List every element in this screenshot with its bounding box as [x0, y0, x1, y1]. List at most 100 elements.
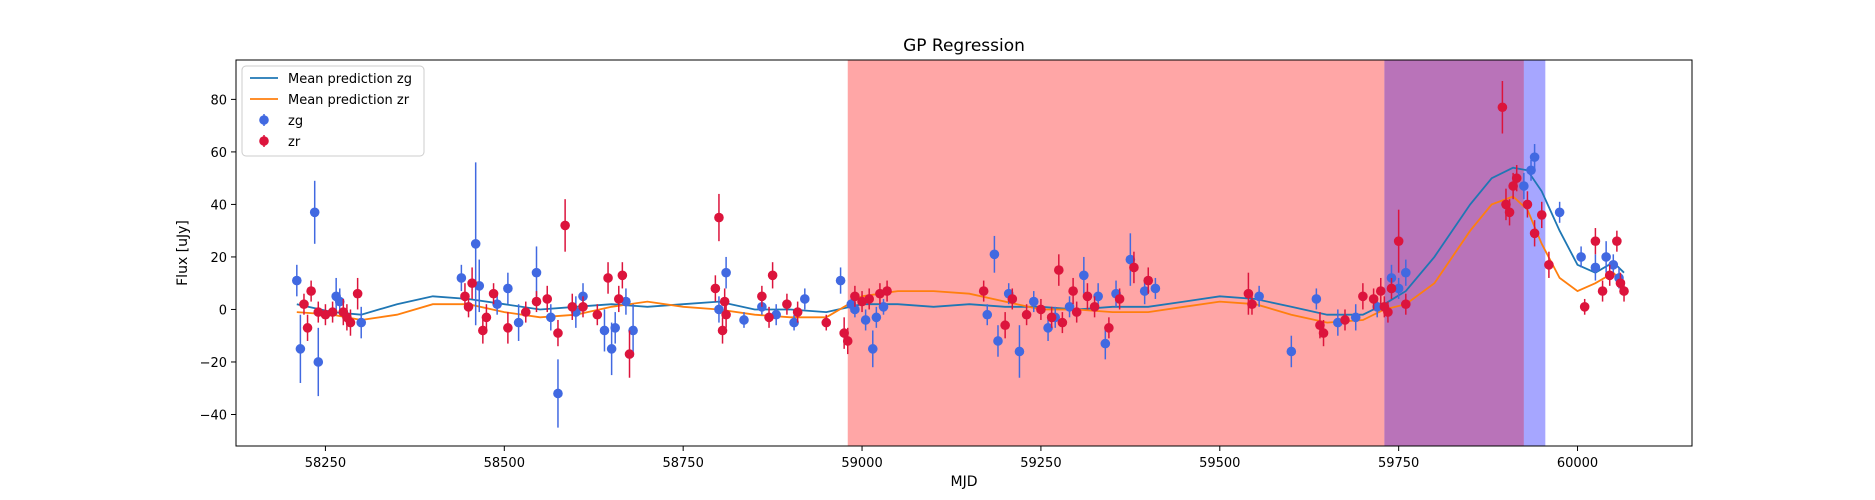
zr-data-point	[520, 307, 531, 317]
zr-data-point	[553, 328, 563, 338]
zg-data-point	[1311, 294, 1322, 304]
zg-data-point	[982, 309, 993, 320]
zr-data-point	[617, 270, 628, 281]
zr-data-point	[592, 309, 603, 320]
zg-data-point	[800, 294, 810, 304]
zr-data-point	[1536, 210, 1547, 220]
zg-data-point	[1043, 323, 1053, 333]
zr-data-point	[821, 317, 832, 328]
zr-data-point	[1529, 228, 1540, 239]
zg-data-point	[553, 388, 563, 399]
zr-data-point	[1522, 199, 1533, 210]
zg-data-point	[1064, 302, 1075, 312]
zg-data-point	[334, 296, 345, 307]
zr-data-point	[1318, 328, 1329, 338]
zg-data-point	[1601, 252, 1611, 262]
zg-data-point	[1254, 291, 1264, 302]
data-points	[292, 81, 1629, 428]
zr-data-point	[978, 286, 989, 296]
zg-data-point	[871, 312, 882, 323]
zg-data-point	[739, 315, 749, 325]
zr-data-point	[1046, 312, 1057, 323]
zr-data-point	[1104, 323, 1114, 333]
zg-data-point	[1590, 262, 1601, 273]
zr-data-point	[1497, 102, 1508, 113]
legend: Mean prediction zg Mean prediction zr zg zr	[241, 65, 425, 157]
x-axis-label: MJD	[951, 474, 978, 490]
shaded-region-3	[1523, 60, 1546, 446]
zr-data-point	[299, 299, 309, 310]
zg-data-point	[531, 267, 542, 278]
zg-data-point	[492, 299, 502, 310]
zr-data-point	[1358, 291, 1368, 302]
zr-data-point	[306, 286, 316, 296]
zr-data-point	[721, 309, 731, 320]
y-tick-label: 60	[210, 146, 227, 161]
zg-data-point	[993, 336, 1003, 346]
zr-data-point	[1000, 320, 1010, 331]
zr-data-point	[542, 294, 553, 304]
zr-data-point	[1383, 307, 1393, 317]
zg-data-point	[989, 249, 1000, 260]
zg-data-point	[714, 304, 724, 315]
zr-data-point	[1036, 304, 1046, 315]
zr-data-point	[764, 312, 774, 323]
zr-data-point	[567, 302, 578, 312]
zr-data-point	[1615, 278, 1626, 288]
zg-data-point	[867, 344, 878, 354]
zr-data-point	[1129, 262, 1139, 273]
zg-data-point	[513, 317, 524, 328]
zg-data-point	[606, 344, 617, 354]
zr-data-point	[1386, 283, 1397, 294]
zg-data-point	[850, 304, 860, 315]
x-tick-label: 59750	[1378, 456, 1419, 471]
x-tick-label: 58750	[662, 456, 703, 471]
zg-data-point	[356, 317, 367, 328]
zg-data-point	[546, 312, 556, 323]
zr-data-point	[710, 283, 721, 294]
zr-data-point	[1143, 275, 1154, 286]
zr-data-point	[719, 296, 730, 307]
zr-data-point	[1054, 265, 1064, 275]
zr-data-point	[1243, 288, 1254, 299]
zr-data-point	[352, 288, 363, 299]
zg-data-point	[628, 325, 638, 336]
zr-data-point	[1368, 294, 1379, 304]
zg-data-point	[1393, 283, 1404, 294]
shaded-regions	[847, 60, 1546, 446]
zr-data-point	[467, 278, 477, 288]
zr-data-point	[603, 273, 613, 283]
zg-data-point	[1079, 270, 1089, 281]
zr-data-point	[1511, 173, 1522, 183]
legend-marker-swatch	[259, 136, 269, 146]
zg-data-point	[835, 275, 846, 286]
x-tick-label: 58250	[305, 456, 346, 471]
zr-data-point	[1604, 270, 1615, 281]
zg-data-point	[721, 267, 731, 278]
legend-label: Mean prediction zr	[288, 93, 410, 108]
zr-data-point	[1597, 286, 1608, 296]
zr-data-point	[1619, 286, 1629, 296]
zr-data-point	[578, 302, 588, 312]
zg-data-point	[456, 273, 467, 283]
zr-data-point	[1315, 320, 1325, 331]
legend-label: zr	[288, 135, 301, 150]
zr-data-point	[302, 323, 313, 333]
zr-data-point	[714, 212, 724, 223]
legend-marker-swatch	[259, 115, 269, 125]
x-tick-label: 59500	[1199, 456, 1240, 471]
zr-data-point	[345, 317, 356, 328]
x-tick-label: 60000	[1557, 456, 1598, 471]
y-axis: −40 −20 0 20 40 60 80	[200, 93, 236, 423]
x-tick-label: 59250	[1020, 456, 1061, 471]
zr-data-point	[1071, 307, 1082, 317]
zg-data-point	[1139, 286, 1150, 296]
zr-data-point	[1068, 286, 1078, 296]
chart-title: GP Regression	[903, 36, 1025, 56]
zr-data-point	[481, 312, 492, 323]
x-axis: 58250 58500 58750 59000 59250 59500 59750 60000	[305, 446, 1598, 471]
zr-data-point	[1590, 236, 1601, 246]
y-axis-label: Flux [uJy]	[175, 220, 191, 286]
zr-data-point	[1057, 317, 1068, 328]
